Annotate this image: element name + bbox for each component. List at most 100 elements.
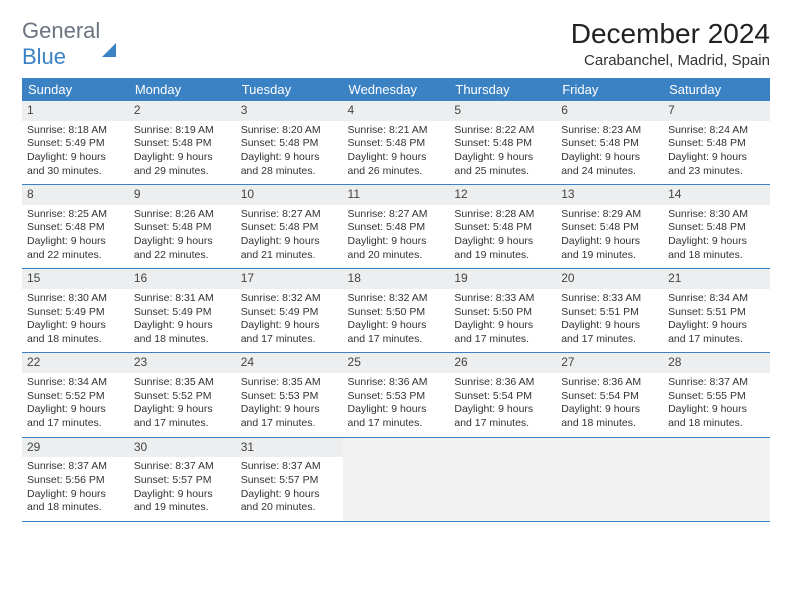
sunrise-line: Sunrise: 8:18 AM (27, 124, 124, 138)
day-number: 19 (449, 269, 556, 289)
day-body: Sunrise: 8:35 AMSunset: 5:53 PMDaylight:… (236, 373, 343, 437)
page-title: December 2024 (571, 18, 770, 50)
sunset-line: Sunset: 5:48 PM (241, 137, 338, 151)
day-body: Sunrise: 8:27 AMSunset: 5:48 PMDaylight:… (236, 205, 343, 269)
day-number: 31 (236, 438, 343, 458)
sunrise-line: Sunrise: 8:25 AM (27, 208, 124, 222)
daylight-line: Daylight: 9 hours and 17 minutes. (27, 403, 124, 430)
sunrise-line: Sunrise: 8:33 AM (561, 292, 658, 306)
logo-text: General Blue (22, 18, 116, 70)
day-number: 4 (343, 101, 450, 121)
sunrise-line: Sunrise: 8:35 AM (134, 376, 231, 390)
daylight-line: Daylight: 9 hours and 22 minutes. (134, 235, 231, 262)
daylight-line: Daylight: 9 hours and 20 minutes. (348, 235, 445, 262)
daylight-line: Daylight: 9 hours and 25 minutes. (454, 151, 551, 178)
daylight-line: Daylight: 9 hours and 18 minutes. (134, 319, 231, 346)
daylight-line: Daylight: 9 hours and 17 minutes. (134, 403, 231, 430)
weekday-header: Sunday (22, 78, 129, 101)
day-number: 7 (663, 101, 770, 121)
calendar-cell: 18Sunrise: 8:32 AMSunset: 5:50 PMDayligh… (343, 269, 450, 353)
calendar-cell: 28Sunrise: 8:37 AMSunset: 5:55 PMDayligh… (663, 353, 770, 437)
daylight-line: Daylight: 9 hours and 18 minutes. (27, 319, 124, 346)
sunset-line: Sunset: 5:57 PM (134, 474, 231, 488)
day-number: 14 (663, 185, 770, 205)
daylight-line: Daylight: 9 hours and 17 minutes. (348, 319, 445, 346)
day-number: 3 (236, 101, 343, 121)
sunrise-line: Sunrise: 8:29 AM (561, 208, 658, 222)
sunrise-line: Sunrise: 8:37 AM (241, 460, 338, 474)
header: General Blue December 2024 Carabanchel, … (22, 18, 770, 70)
sunrise-line: Sunrise: 8:30 AM (27, 292, 124, 306)
sunrise-line: Sunrise: 8:22 AM (454, 124, 551, 138)
day-body: Sunrise: 8:34 AMSunset: 5:51 PMDaylight:… (663, 289, 770, 353)
logo: General Blue (22, 18, 116, 70)
calendar-cell: 15Sunrise: 8:30 AMSunset: 5:49 PMDayligh… (22, 269, 129, 353)
logo-text-2: Blue (22, 44, 66, 69)
sunset-line: Sunset: 5:49 PM (134, 306, 231, 320)
sunset-line: Sunset: 5:48 PM (668, 137, 765, 151)
calendar-cell: 6Sunrise: 8:23 AMSunset: 5:48 PMDaylight… (556, 101, 663, 185)
daylight-line: Daylight: 9 hours and 19 minutes. (454, 235, 551, 262)
calendar-cell: 17Sunrise: 8:32 AMSunset: 5:49 PMDayligh… (236, 269, 343, 353)
calendar-cell: 12Sunrise: 8:28 AMSunset: 5:48 PMDayligh… (449, 185, 556, 269)
daylight-line: Daylight: 9 hours and 17 minutes. (241, 319, 338, 346)
day-body: Sunrise: 8:30 AMSunset: 5:48 PMDaylight:… (663, 205, 770, 269)
daylight-line: Daylight: 9 hours and 17 minutes. (561, 319, 658, 346)
calendar-cell: 2Sunrise: 8:19 AMSunset: 5:48 PMDaylight… (129, 101, 236, 185)
sunrise-line: Sunrise: 8:27 AM (348, 208, 445, 222)
sunset-line: Sunset: 5:49 PM (241, 306, 338, 320)
sunrise-line: Sunrise: 8:32 AM (241, 292, 338, 306)
daylight-line: Daylight: 9 hours and 17 minutes. (348, 403, 445, 430)
sunrise-line: Sunrise: 8:36 AM (348, 376, 445, 390)
day-number: 16 (129, 269, 236, 289)
daylight-line: Daylight: 9 hours and 17 minutes. (241, 403, 338, 430)
calendar-cell: 10Sunrise: 8:27 AMSunset: 5:48 PMDayligh… (236, 185, 343, 269)
day-body: Sunrise: 8:36 AMSunset: 5:53 PMDaylight:… (343, 373, 450, 437)
sunset-line: Sunset: 5:48 PM (668, 221, 765, 235)
daylight-line: Daylight: 9 hours and 29 minutes. (134, 151, 231, 178)
calendar-cell: 9Sunrise: 8:26 AMSunset: 5:48 PMDaylight… (129, 185, 236, 269)
sunset-line: Sunset: 5:48 PM (134, 137, 231, 151)
day-number: 9 (129, 185, 236, 205)
sunrise-line: Sunrise: 8:20 AM (241, 124, 338, 138)
daylight-line: Daylight: 9 hours and 18 minutes. (27, 488, 124, 515)
day-body: Sunrise: 8:25 AMSunset: 5:48 PMDaylight:… (22, 205, 129, 269)
day-body: Sunrise: 8:28 AMSunset: 5:48 PMDaylight:… (449, 205, 556, 269)
sunrise-line: Sunrise: 8:36 AM (454, 376, 551, 390)
day-body: Sunrise: 8:36 AMSunset: 5:54 PMDaylight:… (556, 373, 663, 437)
day-number: 21 (663, 269, 770, 289)
day-number: 29 (22, 438, 129, 458)
sunset-line: Sunset: 5:49 PM (27, 306, 124, 320)
daylight-line: Daylight: 9 hours and 21 minutes. (241, 235, 338, 262)
calendar-cell: 22Sunrise: 8:34 AMSunset: 5:52 PMDayligh… (22, 353, 129, 437)
day-number: 1 (22, 101, 129, 121)
sunset-line: Sunset: 5:48 PM (561, 137, 658, 151)
day-number: 26 (449, 353, 556, 373)
day-body: Sunrise: 8:37 AMSunset: 5:57 PMDaylight:… (129, 457, 236, 521)
sunrise-line: Sunrise: 8:36 AM (561, 376, 658, 390)
daylight-line: Daylight: 9 hours and 19 minutes. (134, 488, 231, 515)
sunrise-line: Sunrise: 8:30 AM (668, 208, 765, 222)
calendar-cell: 1Sunrise: 8:18 AMSunset: 5:49 PMDaylight… (22, 101, 129, 185)
sunrise-line: Sunrise: 8:34 AM (27, 376, 124, 390)
day-number: 22 (22, 353, 129, 373)
sunrise-line: Sunrise: 8:37 AM (27, 460, 124, 474)
calendar-cell: 14Sunrise: 8:30 AMSunset: 5:48 PMDayligh… (663, 185, 770, 269)
day-body: Sunrise: 8:26 AMSunset: 5:48 PMDaylight:… (129, 205, 236, 269)
daylight-line: Daylight: 9 hours and 19 minutes. (561, 235, 658, 262)
day-body: Sunrise: 8:21 AMSunset: 5:48 PMDaylight:… (343, 121, 450, 185)
weekday-header: Saturday (663, 78, 770, 101)
title-block: December 2024 Carabanchel, Madrid, Spain (571, 18, 770, 69)
calendar-header-row: SundayMondayTuesdayWednesdayThursdayFrid… (22, 78, 770, 101)
calendar-cell: 27Sunrise: 8:36 AMSunset: 5:54 PMDayligh… (556, 353, 663, 437)
calendar-cell: 25Sunrise: 8:36 AMSunset: 5:53 PMDayligh… (343, 353, 450, 437)
day-number: 27 (556, 353, 663, 373)
day-body: Sunrise: 8:34 AMSunset: 5:52 PMDaylight:… (22, 373, 129, 437)
day-body: Sunrise: 8:36 AMSunset: 5:54 PMDaylight:… (449, 373, 556, 437)
daylight-line: Daylight: 9 hours and 24 minutes. (561, 151, 658, 178)
sunset-line: Sunset: 5:48 PM (561, 221, 658, 235)
sunrise-line: Sunrise: 8:24 AM (668, 124, 765, 138)
day-number: 13 (556, 185, 663, 205)
sunrise-line: Sunrise: 8:31 AM (134, 292, 231, 306)
day-body: Sunrise: 8:18 AMSunset: 5:49 PMDaylight:… (22, 121, 129, 185)
